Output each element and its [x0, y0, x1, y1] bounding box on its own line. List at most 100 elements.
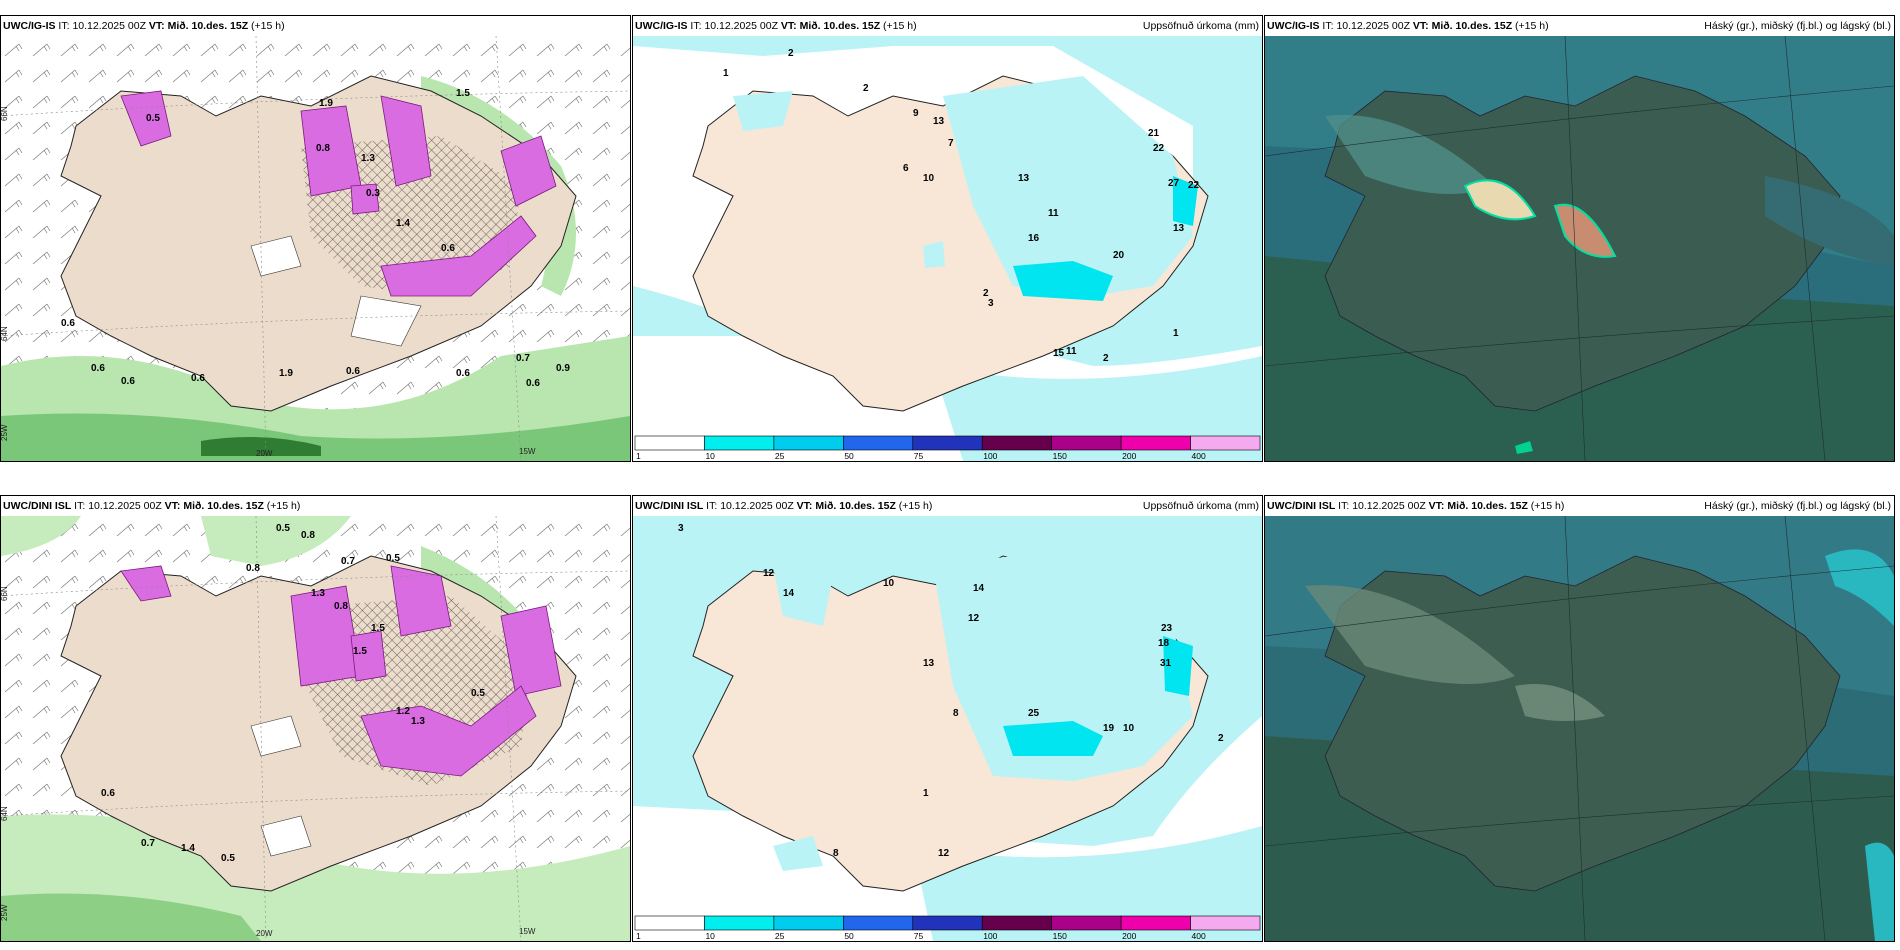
- colorbar-swatch: [634, 915, 705, 931]
- map-value-label: 20: [1113, 250, 1125, 261]
- colorbar-swatch: [981, 915, 1052, 931]
- panel-header: UWC/IG-IS IT: 10.12.2025 00Z VT: Mið. 10…: [1, 16, 630, 36]
- precip-map: 3 12 14 10 14 12 13 8 18 31 23 25 10 19 1 12 8 2 1 10 25 50 7…: [633, 516, 1262, 941]
- map-value-label: 12: [763, 568, 775, 579]
- lon-label-20: 20W: [256, 929, 273, 938]
- map-value-label: 0.9: [556, 363, 570, 374]
- colorbar-label: 100: [983, 451, 997, 461]
- map-value-label: 0.6: [61, 318, 75, 329]
- snowfall-value-labels: 0.50.80.51.50.71.31.50.51.21.30.80.80.60…: [101, 523, 485, 864]
- lat-label-66: 66N: [1, 106, 9, 121]
- precip-value-labels: 3 12 14 10 14 12 13 8 18 31 23 25 10 19 1 12 8 2: [678, 523, 1224, 859]
- map-value-label: 23: [1161, 623, 1173, 634]
- colorbar-swatch: [981, 435, 1052, 451]
- lat-label-64: 64N: [1, 806, 9, 821]
- map-value-label: 13: [923, 658, 935, 669]
- colorbar-swatch: [773, 435, 844, 451]
- map-value-label: 0.6: [441, 243, 455, 254]
- map-value-label: 2: [983, 288, 989, 299]
- map-value-label: 3: [988, 298, 994, 309]
- model-name: UWC/IG-IS: [1267, 20, 1320, 32]
- panel-title: Háský (gr.), miðský (fj.bl.) og lágský (…: [1704, 500, 1891, 512]
- panel-header: UWC/IG-IS IT: 10.12.2025 00Z VT: Mið. 10…: [1265, 16, 1894, 36]
- model-name: UWC/DINI ISL: [1267, 500, 1336, 512]
- panel-dini-precip: UWC/DINI ISL IT: 10.12.2025 00Z VT: Mið.…: [632, 495, 1263, 942]
- map-value-label: 13: [933, 116, 945, 127]
- panel-header: UWC/IG-IS IT: 10.12.2025 00Z VT: Mið. 10…: [633, 16, 1262, 36]
- colorbar-swatch: [704, 915, 775, 931]
- colorbar-swatch: [1051, 435, 1122, 451]
- map-value-label: 1.9: [319, 98, 333, 109]
- colorbar-label: 50: [844, 451, 854, 461]
- map-value-label: 8: [833, 848, 839, 859]
- map-value-label: 11: [1048, 208, 1059, 219]
- panel-title: Uppsöfnuð úrkoma (mm): [1142, 20, 1259, 32]
- colorbar-label: 50: [844, 931, 854, 941]
- map-value-label: 0.6: [346, 366, 360, 377]
- panel-header: UWC/DINI ISL IT: 10.12.2025 00Z VT: Mið.…: [1265, 496, 1894, 516]
- colorbar-swatch: [912, 435, 983, 451]
- lon-label-15: 15W: [519, 927, 536, 936]
- map-value-label: 1.3: [361, 153, 375, 164]
- colorbar-swatch: [1190, 915, 1261, 931]
- map-value-label: 11: [1066, 346, 1077, 357]
- map-value-label: 0.5: [471, 688, 485, 699]
- snow-wind-map: 66N 64N 20W 15W 25W 0.50.80.51.50.71.31.…: [1, 516, 630, 941]
- map-value-label: 0.5: [146, 113, 160, 124]
- colorbar-label: 10: [705, 451, 715, 461]
- colorbar-swatch: [1120, 435, 1191, 451]
- map-value-label: 0.6: [191, 373, 205, 384]
- lon-label-20: 20W: [256, 449, 273, 458]
- colorbar-label: 150: [1053, 931, 1067, 941]
- map-value-label: 10: [923, 173, 935, 184]
- colorbar-swatch: [843, 915, 914, 931]
- map-value-label: 13: [1018, 173, 1030, 184]
- map-value-label: 6: [903, 163, 909, 174]
- map-value-label: 1.5: [456, 88, 470, 99]
- colorbar-label: 1: [636, 931, 641, 941]
- map-value-label: 25: [1028, 708, 1040, 719]
- colorbar-swatch: [1190, 435, 1261, 451]
- colorbar-label: 200: [1122, 451, 1136, 461]
- map-value-label: 31: [1160, 658, 1172, 669]
- snowfall-value-labels: 1.5 0.5 1.9 1.3 1.4 0.6 0.3 0.8 0.6 0.6 0.6 0.6 1.9 0…: [61, 88, 570, 389]
- map-value-label: 1.3: [411, 716, 425, 727]
- panel-ig-is-cloud: UWC/IG-IS IT: 10.12.2025 00Z VT: Mið. 10…: [1264, 15, 1895, 462]
- map-value-label: 0.5: [221, 853, 235, 864]
- map-value-label: 22: [1153, 143, 1165, 154]
- map-value-label: 2: [1103, 353, 1109, 364]
- colorbar-label: 1: [636, 451, 641, 461]
- model-name: UWC/IG-IS: [3, 20, 56, 32]
- lon-label-15: 15W: [519, 447, 536, 456]
- map-value-label: 9: [913, 108, 919, 119]
- panel-ig-is-precip: UWC/IG-IS IT: 10.12.2025 00Z VT: Mið. 10…: [632, 15, 1263, 462]
- lat-label-66: 66N: [1, 586, 9, 601]
- map-value-label: 0.8: [301, 530, 315, 541]
- map-value-label: 8: [953, 708, 959, 719]
- map-value-label: 0.7: [141, 838, 155, 849]
- lon-label-25: 25W: [1, 424, 9, 441]
- map-value-label: 2: [788, 48, 794, 59]
- map-value-label: 7: [948, 138, 954, 149]
- map-value-label: 0.7: [341, 556, 355, 567]
- map-value-label: 0.8: [246, 563, 260, 574]
- map-value-label: 12: [968, 613, 980, 624]
- colorbar-swatch: [704, 435, 775, 451]
- map-value-label: 13: [1173, 223, 1185, 234]
- model-name: UWC/DINI ISL: [635, 500, 704, 512]
- map-value-label: 16: [1028, 233, 1040, 244]
- map-value-label: 0.6: [526, 378, 540, 389]
- map-value-label: 14: [783, 588, 795, 599]
- colorbar-swatch: [1120, 915, 1191, 931]
- map-value-label: 1.4: [396, 218, 410, 229]
- map-value-label: 1.9: [279, 368, 293, 379]
- colorbar-label: 10: [705, 931, 715, 941]
- panel-dini-snow-wind: UWC/DINI ISL IT: 10.12.2025 00Z VT: Mið.…: [0, 495, 631, 942]
- colorbar-swatch: [773, 915, 844, 931]
- colorbar-label: 25: [775, 931, 785, 941]
- map-value-label: 12: [938, 848, 950, 859]
- map-value-label: 27: [1168, 178, 1180, 189]
- panel-header: UWC/DINI ISL IT: 10.12.2025 00Z VT: Mið.…: [633, 496, 1262, 516]
